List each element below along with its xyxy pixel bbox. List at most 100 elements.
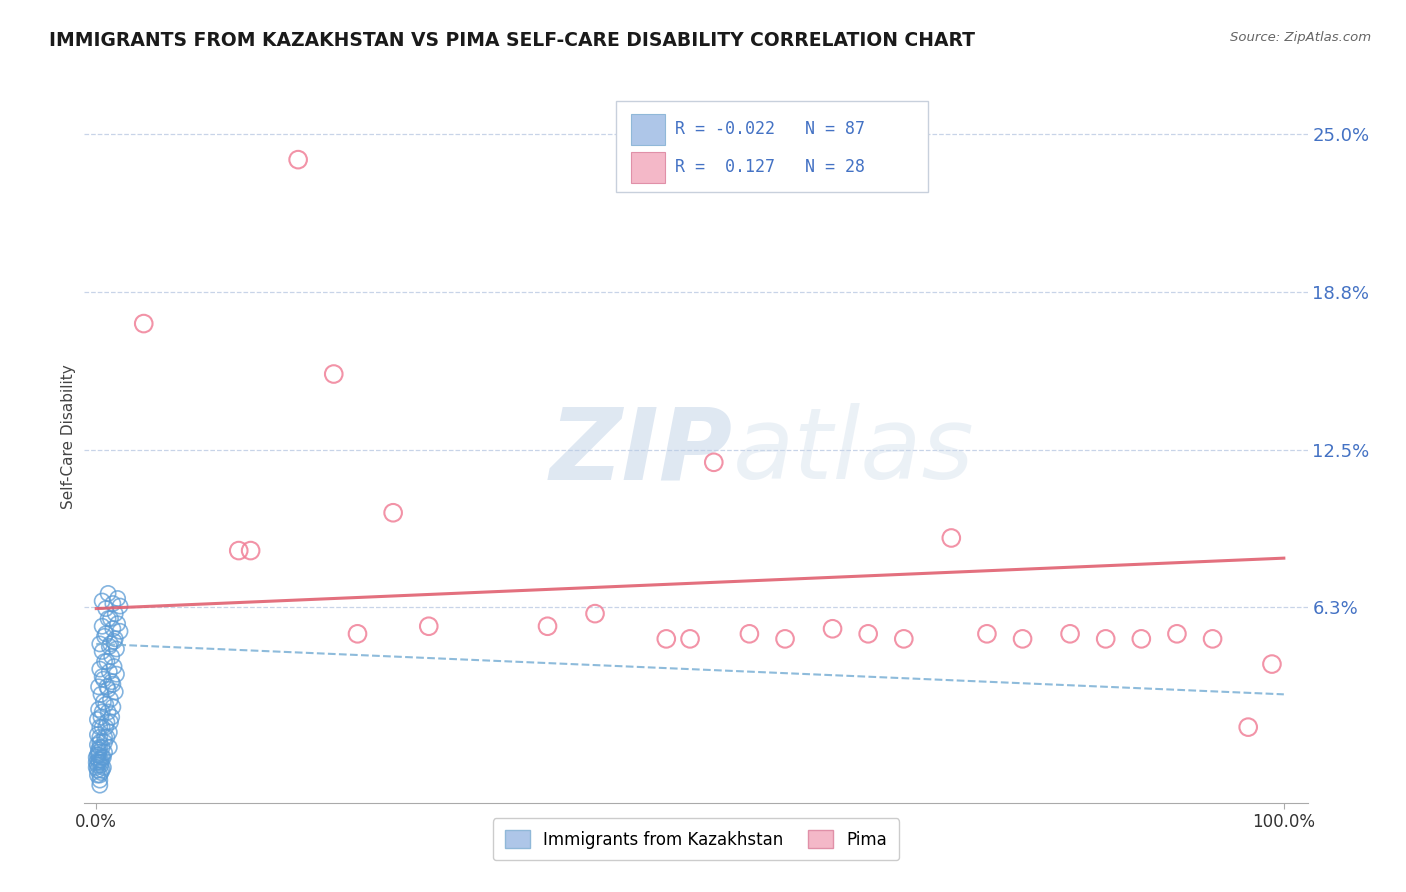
Point xyxy=(103,634,125,648)
Point xyxy=(239,543,262,558)
Point xyxy=(87,753,110,767)
Point xyxy=(89,637,111,651)
Point xyxy=(89,720,111,734)
Text: IMMIGRANTS FROM KAZAKHSTAN VS PIMA SELF-CARE DISABILITY CORRELATION CHART: IMMIGRANTS FROM KAZAKHSTAN VS PIMA SELF-… xyxy=(49,31,976,50)
Point xyxy=(91,644,114,658)
Point xyxy=(738,627,761,641)
Point xyxy=(1059,627,1081,641)
Point xyxy=(101,700,124,714)
Point xyxy=(91,594,114,608)
Bar xyxy=(631,152,665,183)
Point xyxy=(89,740,111,755)
Point xyxy=(96,655,118,669)
Point xyxy=(100,612,122,626)
Point xyxy=(1011,632,1033,646)
Legend: Immigrants from Kazakhstan, Pima: Immigrants from Kazakhstan, Pima xyxy=(494,818,898,860)
Point xyxy=(93,695,115,709)
Point xyxy=(86,738,108,752)
Point xyxy=(89,778,111,792)
Point xyxy=(893,632,915,646)
Point xyxy=(97,612,120,626)
Point xyxy=(89,730,111,744)
Point xyxy=(655,632,678,646)
Point xyxy=(108,599,131,613)
Point xyxy=(84,760,107,774)
Point xyxy=(93,629,115,643)
Point xyxy=(91,619,114,633)
Point xyxy=(87,702,110,716)
Point xyxy=(90,765,112,780)
Point xyxy=(93,735,115,749)
Point xyxy=(105,642,128,657)
Point xyxy=(100,710,122,724)
Point xyxy=(93,750,115,764)
Point xyxy=(94,698,117,712)
Text: atlas: atlas xyxy=(733,403,974,500)
Point xyxy=(87,680,110,694)
Point xyxy=(382,506,405,520)
Point xyxy=(1261,657,1284,671)
Point xyxy=(1237,720,1260,734)
Point xyxy=(90,710,112,724)
Point xyxy=(103,659,125,673)
Point xyxy=(90,753,112,767)
Point xyxy=(93,730,115,744)
Point xyxy=(90,756,112,770)
Point xyxy=(100,715,122,730)
Point xyxy=(91,750,114,764)
Point xyxy=(1130,632,1153,646)
Point xyxy=(346,627,368,641)
Point xyxy=(100,674,122,689)
Point xyxy=(89,735,111,749)
Point xyxy=(132,317,155,331)
Point xyxy=(287,153,309,167)
Point xyxy=(97,682,120,697)
Text: Source: ZipAtlas.com: Source: ZipAtlas.com xyxy=(1230,31,1371,45)
Point xyxy=(91,670,114,684)
Point xyxy=(98,725,121,739)
Point xyxy=(86,768,108,782)
Point xyxy=(100,649,122,664)
Point xyxy=(941,531,963,545)
Point xyxy=(87,743,110,757)
Point xyxy=(1094,632,1116,646)
Point xyxy=(86,747,108,762)
Point xyxy=(101,622,124,636)
Point xyxy=(856,627,879,641)
Text: R =  0.127   N = 28: R = 0.127 N = 28 xyxy=(675,158,865,177)
Point xyxy=(104,685,127,699)
Point xyxy=(583,607,606,621)
Point xyxy=(86,713,108,727)
Point xyxy=(93,655,115,669)
Point xyxy=(322,367,344,381)
Point xyxy=(108,624,131,639)
Point xyxy=(96,715,118,730)
Text: R = -0.022   N = 87: R = -0.022 N = 87 xyxy=(675,120,865,138)
Point xyxy=(87,756,110,770)
Point xyxy=(107,616,129,631)
Point xyxy=(89,773,111,788)
Point xyxy=(101,597,124,611)
Point xyxy=(86,728,108,742)
Point xyxy=(101,677,124,691)
Y-axis label: Self-Care Disability: Self-Care Disability xyxy=(60,365,76,509)
Point xyxy=(536,619,558,633)
Point xyxy=(91,740,114,755)
Point xyxy=(703,455,725,469)
Point xyxy=(89,768,111,782)
Text: ZIP: ZIP xyxy=(550,403,733,500)
Point xyxy=(89,662,111,676)
Point xyxy=(93,672,115,686)
Point xyxy=(98,740,121,755)
Point xyxy=(100,637,122,651)
Point xyxy=(104,607,127,621)
Point xyxy=(100,692,122,706)
Point xyxy=(98,640,121,654)
Point xyxy=(98,665,121,679)
Point xyxy=(91,720,114,734)
Point xyxy=(93,760,115,774)
Point xyxy=(773,632,796,646)
Point xyxy=(96,680,118,694)
Bar xyxy=(631,114,665,145)
Point xyxy=(104,632,127,646)
